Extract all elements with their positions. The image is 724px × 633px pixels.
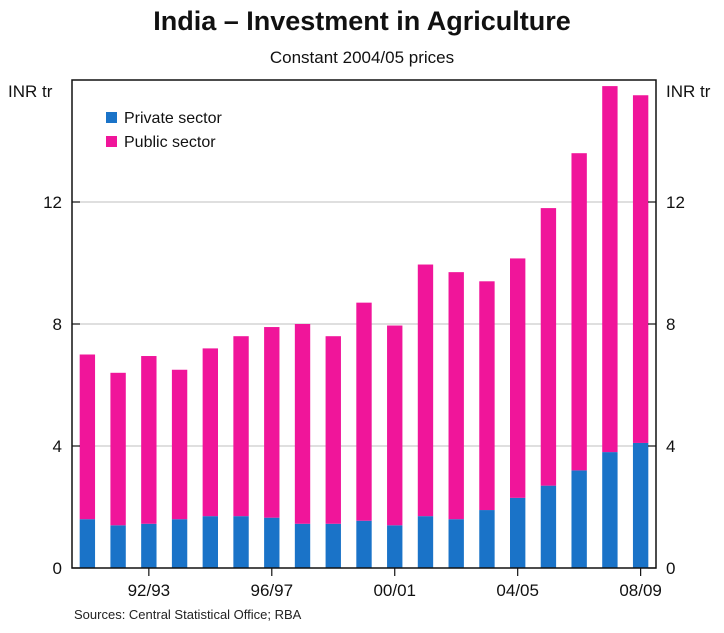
bar-public-8 [325, 336, 341, 524]
bar-private-10 [387, 525, 403, 568]
bar-public-5 [233, 336, 249, 517]
x-tick-label: 92/93 [128, 581, 171, 600]
legend-label-public: Public sector [124, 134, 216, 151]
bar-public-10 [387, 325, 403, 526]
y-axis-unit-right: INR tr [666, 82, 711, 101]
source-note: Sources: Central Statistical Office; RBA [74, 607, 302, 622]
y-tick-label-left: 8 [53, 315, 62, 334]
y-tick-label-right: 0 [666, 559, 675, 578]
bar-public-15 [540, 208, 557, 486]
bar-private-11 [417, 516, 434, 568]
bar-public-14 [510, 258, 526, 498]
bar-private-12 [448, 519, 464, 568]
bar-private-16 [571, 470, 587, 568]
bar-public-9 [356, 302, 372, 521]
bars [79, 86, 649, 568]
axis-ticks: 0 0 4 4 8 8 12 12 92/93 96/97 00/01 04/05 08/09 [43, 193, 685, 600]
bar-public-4 [202, 348, 218, 517]
bar-public-13 [479, 281, 495, 511]
bar-public-16 [571, 153, 587, 471]
bar-private-7 [294, 523, 311, 568]
bar-private-15 [540, 485, 557, 568]
y-axis-unit-left: INR tr [8, 82, 53, 101]
x-tick-label: 08/09 [619, 581, 662, 600]
legend-swatch-private [106, 112, 117, 123]
legend: Private sector Public sector [106, 110, 222, 151]
bar-public-17 [602, 86, 618, 453]
chart-subtitle: Constant 2004/05 prices [269, 48, 455, 67]
legend-swatch-public [106, 136, 117, 147]
bar-private-1 [110, 525, 126, 568]
bar-public-12 [448, 272, 464, 520]
bar-private-13 [479, 510, 495, 568]
bar-private-5 [233, 516, 249, 568]
bar-public-6 [264, 327, 280, 518]
y-tick-label-right: 12 [666, 193, 685, 212]
y-tick-label-left: 12 [43, 193, 62, 212]
y-tick-label-right: 4 [666, 437, 675, 456]
bar-private-14 [510, 497, 526, 568]
bar-private-8 [325, 523, 341, 568]
legend-label-private: Private sector [124, 110, 222, 127]
chart-title: India – Investment in Agriculture [153, 6, 571, 36]
bar-public-0 [79, 354, 96, 520]
y-tick-label-left: 0 [53, 559, 62, 578]
bar-public-2 [141, 356, 157, 524]
bar-public-3 [171, 369, 188, 520]
x-tick-label: 04/05 [496, 581, 539, 600]
bar-public-18 [632, 95, 649, 443]
x-tick-label: 00/01 [373, 581, 416, 600]
bar-public-1 [110, 372, 126, 526]
bar-private-0 [79, 519, 96, 568]
bar-private-3 [171, 519, 188, 568]
bar-private-6 [264, 517, 280, 568]
y-tick-label-left: 4 [53, 437, 62, 456]
bar-private-2 [141, 523, 157, 568]
bar-private-18 [632, 442, 649, 568]
bar-public-11 [417, 264, 434, 517]
bar-private-17 [602, 452, 618, 568]
bar-private-4 [202, 516, 218, 568]
bar-private-9 [356, 520, 372, 568]
y-tick-label-right: 8 [666, 315, 675, 334]
bar-public-7 [294, 324, 311, 524]
x-tick-label: 96/97 [251, 581, 294, 600]
